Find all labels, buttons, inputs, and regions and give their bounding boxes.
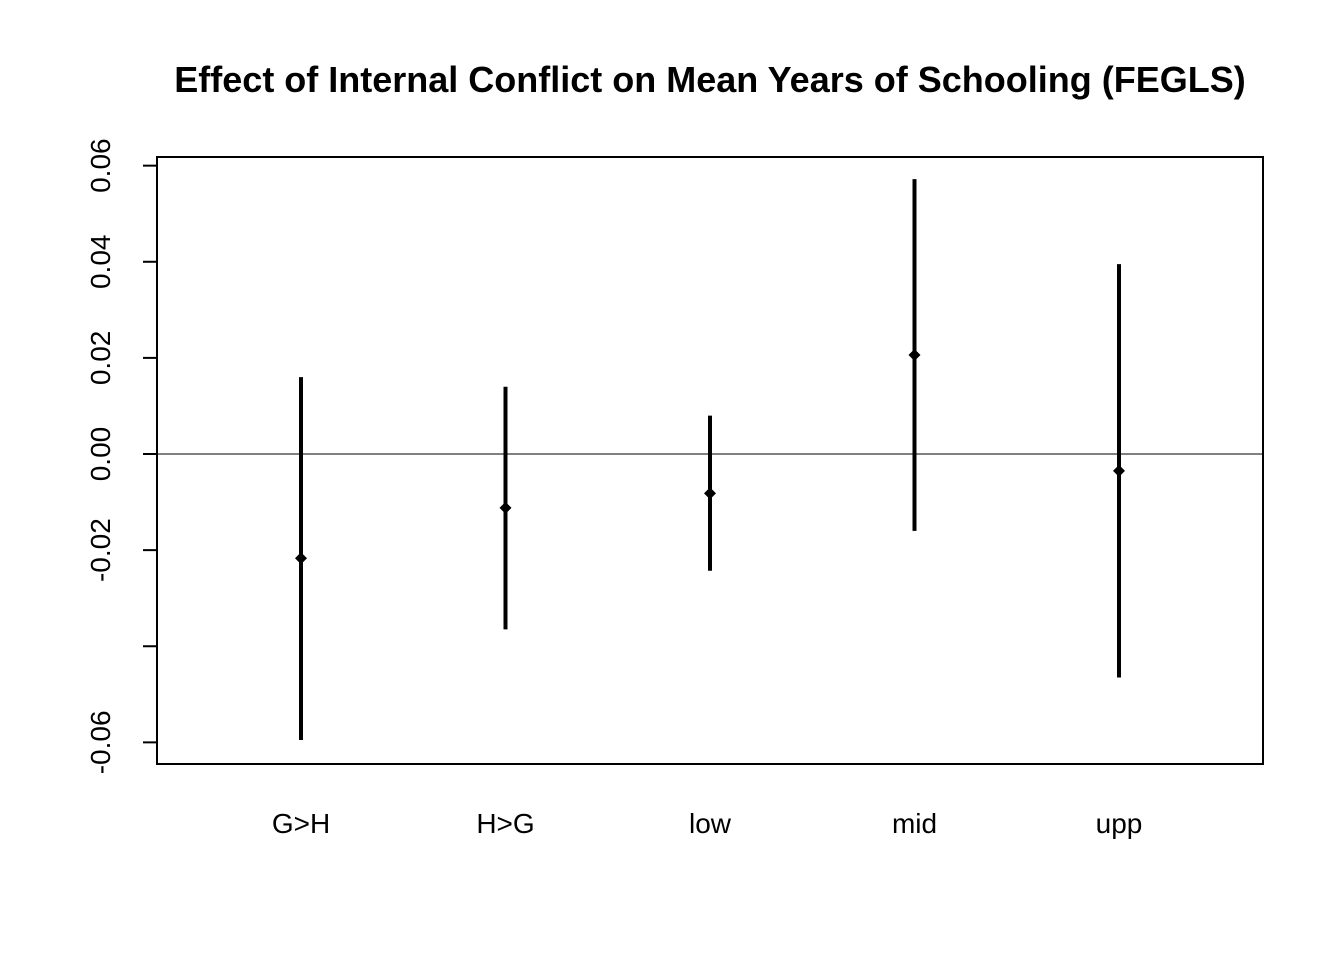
y-tick-label: -0.06 [85, 710, 116, 774]
y-tick-label: 0.02 [85, 331, 116, 386]
point-estimate [908, 349, 921, 362]
x-tick-label: upp [1096, 808, 1143, 839]
point-estimate [1113, 464, 1125, 477]
chart-title: Effect of Internal Conflict on Mean Year… [174, 59, 1245, 100]
x-tick-label: H>G [476, 808, 534, 839]
point-estimate [704, 487, 716, 500]
y-tick-label: 0.00 [85, 427, 116, 482]
y-tick-label: 0.04 [85, 235, 116, 290]
y-tick-label: -0.02 [85, 518, 116, 582]
x-tick-label: G>H [272, 808, 330, 839]
point-estimate [499, 501, 512, 514]
x-tick-label: mid [892, 808, 937, 839]
x-tick-label: low [689, 808, 732, 839]
y-tick-label: 0.06 [85, 138, 116, 193]
point-estimate [295, 552, 307, 565]
